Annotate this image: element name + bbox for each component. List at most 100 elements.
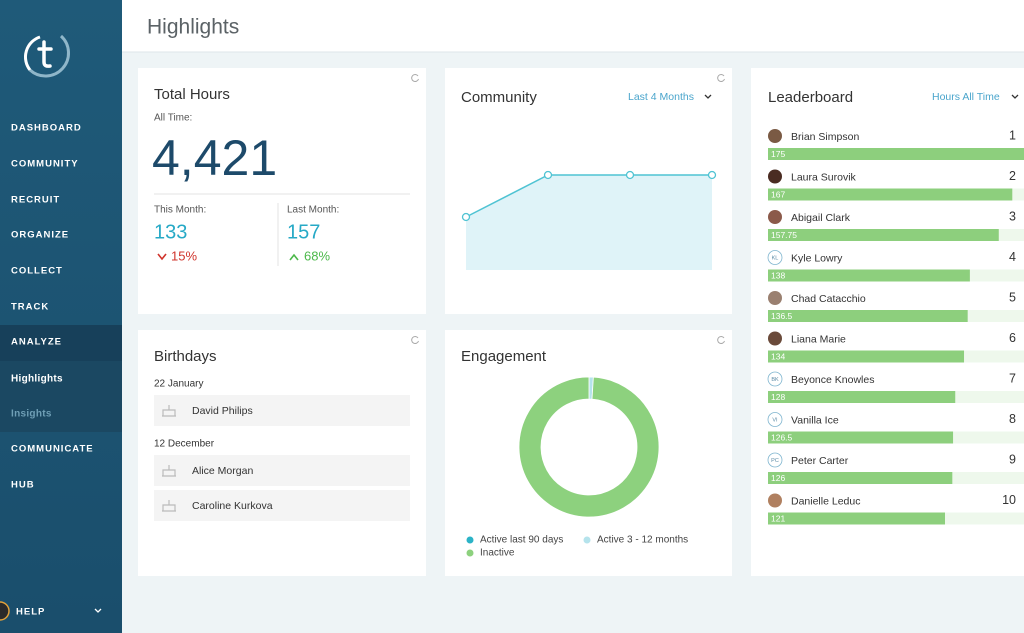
nav-item[interactable]: ORGANIZE bbox=[11, 230, 69, 241]
total-value: 4,421 bbox=[152, 130, 277, 186]
sidebar bbox=[0, 0, 122, 633]
bar bbox=[768, 269, 970, 282]
legend-label: Active last 90 days bbox=[480, 535, 563, 546]
cake-icon bbox=[162, 500, 176, 512]
bar-label: 128 bbox=[771, 392, 785, 402]
avatar bbox=[767, 250, 783, 265]
filter-dropdown[interactable]: Hours All Time bbox=[932, 91, 1000, 103]
avatar-initials: KL bbox=[772, 255, 779, 261]
legend-swatch bbox=[466, 536, 474, 544]
bar-label: 138 bbox=[771, 270, 785, 280]
leader-name: Brian Simpson bbox=[791, 131, 859, 143]
leaderboard-rows: Brian Simpson 1 175 Laura Surovik 2 167 Abigai… bbox=[767, 128, 1024, 525]
user-avatar[interactable] bbox=[0, 601, 10, 621]
avatar-initials: PC bbox=[771, 458, 779, 464]
donut-segment bbox=[518, 376, 660, 518]
last-month-label: Last Month: bbox=[287, 205, 339, 216]
leader-name: Kyle Lowry bbox=[791, 252, 843, 264]
refresh-icon[interactable] bbox=[411, 336, 419, 345]
avatar bbox=[768, 291, 782, 305]
leader-rank: 5 bbox=[1009, 290, 1016, 304]
avatar-initials: VI bbox=[772, 417, 778, 423]
leader-rank: 4 bbox=[1009, 250, 1016, 264]
bar-label: 157.75 bbox=[771, 230, 797, 240]
birthday-name: Alice Morgan bbox=[192, 465, 253, 477]
leader-name: Laura Surovik bbox=[791, 171, 857, 183]
nav-item[interactable]: Highlights bbox=[11, 374, 63, 385]
cake-icon bbox=[162, 465, 176, 477]
nav-item[interactable]: COMMUNITY bbox=[11, 159, 79, 170]
avatar bbox=[768, 331, 782, 346]
nav-item[interactable]: RECRUIT bbox=[11, 195, 60, 206]
nav-item[interactable]: DASHBOARD bbox=[11, 123, 82, 134]
refresh-icon[interactable] bbox=[717, 336, 725, 345]
refresh-icon[interactable] bbox=[717, 74, 725, 83]
up-arrow bbox=[289, 253, 299, 261]
avatar bbox=[767, 412, 783, 427]
refresh-icons bbox=[411, 74, 725, 345]
card-engagement bbox=[445, 330, 732, 576]
birthday-list: 22 January David Philips 12 December Alice … bbox=[154, 379, 410, 521]
birthday-date: 12 December bbox=[154, 439, 215, 450]
bar-label: 136.5 bbox=[771, 311, 793, 321]
bar bbox=[768, 512, 946, 525]
bar-label: 134 bbox=[771, 351, 785, 361]
bar-label: 175 bbox=[771, 149, 785, 159]
birthday-date: 22 January bbox=[154, 379, 203, 390]
dropdown-chevron[interactable] bbox=[704, 94, 712, 99]
leader-rank: 6 bbox=[1009, 331, 1016, 345]
avatar bbox=[767, 371, 783, 387]
bar-label: 167 bbox=[771, 189, 785, 199]
area bbox=[466, 175, 712, 270]
nav-item[interactable]: TRACK bbox=[11, 302, 49, 313]
nav-sub-band bbox=[0, 361, 122, 432]
bar-label: 121 bbox=[771, 513, 785, 523]
avatar bbox=[768, 169, 782, 184]
birthday-item bbox=[154, 490, 410, 521]
header bbox=[122, 0, 1024, 52]
bar bbox=[768, 391, 956, 403]
this-month-label: This Month: bbox=[154, 205, 206, 216]
bar bbox=[768, 148, 1024, 160]
bar bbox=[768, 310, 968, 322]
nav-active-band bbox=[0, 325, 122, 361]
bar bbox=[768, 472, 953, 484]
leader-rank: 1 bbox=[1009, 128, 1016, 142]
nav-item[interactable]: ANALYZE bbox=[11, 337, 62, 348]
dropdown-chevron[interactable] bbox=[1011, 94, 1019, 99]
help-chevron[interactable] bbox=[94, 608, 102, 613]
filter-dropdown[interactable]: Last 4 Months bbox=[628, 91, 694, 103]
down-arrow bbox=[157, 253, 167, 261]
line bbox=[465, 174, 712, 218]
card-total-hours bbox=[138, 68, 426, 314]
card-title: Engagement bbox=[461, 348, 547, 365]
leader-rank: 10 bbox=[1002, 493, 1016, 507]
nav-item[interactable]: Insights bbox=[11, 409, 52, 420]
nav: DASHBOARD COMMUNITY RECRUIT ORGANIZE COLLECT… bbox=[11, 123, 94, 491]
leader-rank: 9 bbox=[1009, 452, 1016, 466]
leader-name: Chad Catacchio bbox=[791, 293, 866, 305]
page-title: Highlights bbox=[147, 16, 239, 39]
legend-label: Inactive bbox=[480, 548, 515, 559]
nav-item[interactable]: HUB bbox=[11, 480, 35, 491]
nav-item[interactable]: COMMUNICATE bbox=[11, 444, 94, 455]
leader-name: Peter Carter bbox=[791, 455, 849, 467]
leader-name: Beyonce Knowles bbox=[791, 374, 874, 386]
refresh-icon[interactable] bbox=[411, 74, 419, 83]
bar bbox=[768, 188, 1013, 201]
legend-swatch bbox=[583, 536, 591, 544]
this-month-change: 15% bbox=[171, 248, 197, 263]
avatar bbox=[768, 210, 782, 224]
last-month-change: 68% bbox=[304, 248, 330, 263]
avatar bbox=[768, 129, 782, 143]
point bbox=[543, 170, 553, 180]
card-birthdays bbox=[138, 330, 426, 576]
help-label[interactable]: HELP bbox=[16, 607, 45, 618]
nav-item[interactable]: COLLECT bbox=[11, 266, 63, 277]
leader-rank: 7 bbox=[1009, 371, 1016, 385]
birthday-name: Caroline Kurkova bbox=[192, 500, 273, 512]
card-title: Community bbox=[461, 89, 537, 106]
leader-name: Danielle Leduc bbox=[791, 495, 860, 507]
card-title: Total Hours bbox=[154, 86, 230, 103]
subtitle: All Time: bbox=[154, 113, 192, 124]
